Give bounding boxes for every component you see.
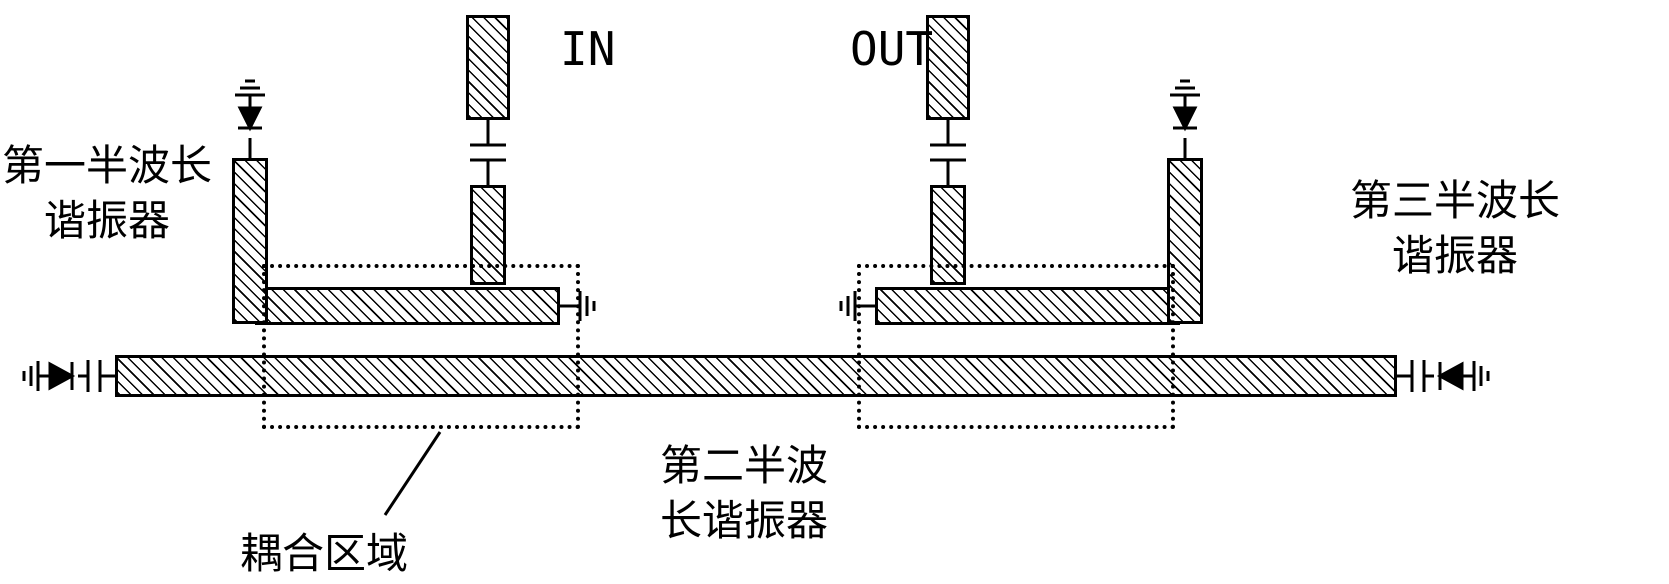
coupling-region-left <box>262 264 580 429</box>
in-upper-stub <box>466 15 510 120</box>
capacitor-in <box>470 120 506 185</box>
main-bar-left-terminal <box>24 360 115 392</box>
resonator2-label-line2: 长谐振器 <box>660 499 828 545</box>
resonator3-label-line2: 谐振器 <box>1350 230 1560 285</box>
resonator3-label: 第三半波长 谐振器 <box>1350 175 1560 284</box>
resonator1-label: 第一半波长 谐振器 <box>2 140 212 249</box>
resonator1-label-line2: 谐振器 <box>2 195 212 250</box>
resonator3-label-line1: 第三半波长 <box>1350 179 1560 225</box>
resonator2-label: 第二半波 长谐振器 <box>660 440 828 549</box>
coupling-leader-line <box>385 432 440 515</box>
resonator1-label-line1: 第一半波长 <box>2 144 212 190</box>
resonator2-label-line1: 第二半波 <box>660 444 828 490</box>
capacitor-out <box>930 120 966 185</box>
out-label: OUT <box>850 22 933 76</box>
in-label: IN <box>560 22 615 76</box>
ground-diode-top-right <box>1170 81 1200 158</box>
ground-diode-top-left <box>235 81 265 158</box>
coupling-label: 耦合区域 <box>240 520 408 581</box>
main-bar-right-terminal <box>1397 360 1488 392</box>
coupling-region-right <box>857 264 1175 429</box>
